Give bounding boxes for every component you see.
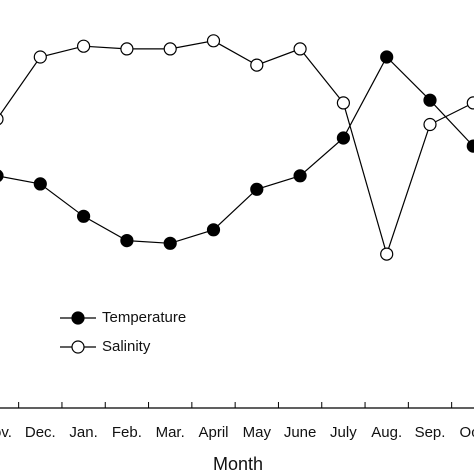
x-tick-label: May <box>243 424 272 441</box>
data-point <box>250 182 264 196</box>
data-point <box>250 58 264 72</box>
data-point <box>76 39 91 53</box>
x-tick-label: Sep. <box>415 424 446 441</box>
x-tick-label: Oct. <box>460 424 474 441</box>
x-tick-label: Dec. <box>25 424 56 441</box>
data-point <box>293 42 307 56</box>
x-tick-label: April <box>198 424 228 441</box>
x-tick-label: Feb. <box>112 424 142 441</box>
data-point <box>380 247 394 261</box>
data-point <box>120 234 134 248</box>
data-point <box>423 117 437 132</box>
data-point <box>0 113 4 125</box>
data-point <box>163 42 177 56</box>
x-tick-label: Mar. <box>156 424 185 441</box>
data-point <box>206 223 221 237</box>
x-tick-label: July <box>330 424 357 441</box>
data-point <box>33 177 47 191</box>
x-tick-label: Nov. <box>0 424 12 441</box>
data-point <box>163 236 177 250</box>
data-point <box>293 169 307 183</box>
data-point <box>336 96 350 110</box>
data-point <box>120 42 134 56</box>
x-tick-label: Jan. <box>69 424 97 441</box>
legend-label: Salinity <box>102 338 151 355</box>
legend-label: Temperature <box>102 309 186 326</box>
legend-marker <box>71 311 85 325</box>
data-point <box>380 50 394 64</box>
legend-marker <box>71 340 85 354</box>
data-point <box>0 169 4 182</box>
data-point <box>466 139 474 153</box>
data-point <box>336 131 350 145</box>
series-line <box>0 40 474 257</box>
data-point <box>206 34 221 48</box>
series-line <box>0 56 474 244</box>
x-axis-title: Month <box>213 454 263 474</box>
data-point <box>33 50 47 64</box>
x-tick-label: June <box>284 424 317 441</box>
data-point <box>466 96 474 110</box>
data-point <box>423 93 437 107</box>
data-point <box>76 209 91 223</box>
x-tick-label: Aug. <box>371 424 402 441</box>
